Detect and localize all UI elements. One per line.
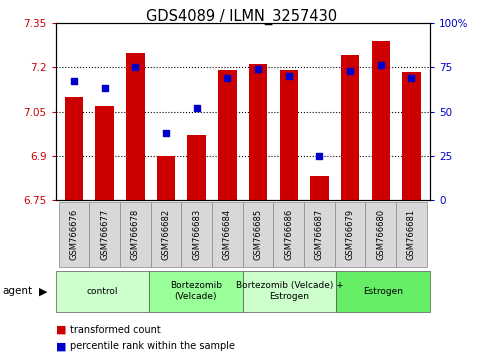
Point — [285, 73, 293, 79]
Text: percentile rank within the sample: percentile rank within the sample — [70, 341, 235, 351]
Bar — [280, 70, 298, 200]
Text: GSM766683: GSM766683 — [192, 209, 201, 260]
Point — [131, 64, 139, 70]
Bar — [126, 52, 144, 200]
Text: ■: ■ — [56, 325, 66, 335]
Text: GSM766677: GSM766677 — [100, 209, 109, 260]
Point — [346, 68, 354, 74]
Text: GSM766685: GSM766685 — [254, 209, 263, 260]
Bar — [371, 41, 390, 200]
Bar — [89, 202, 120, 267]
Bar — [181, 202, 212, 267]
Text: ▶: ▶ — [39, 286, 48, 296]
Text: GSM766686: GSM766686 — [284, 209, 293, 260]
Bar — [96, 105, 114, 200]
Text: agent: agent — [2, 286, 32, 296]
Bar — [58, 202, 89, 267]
Text: GSM766684: GSM766684 — [223, 209, 232, 260]
Text: GSM766679: GSM766679 — [346, 209, 355, 260]
Text: transformed count: transformed count — [70, 325, 161, 335]
Bar — [310, 176, 328, 200]
Bar — [273, 202, 304, 267]
Point — [193, 105, 200, 111]
Bar — [249, 64, 267, 200]
Bar — [65, 97, 83, 200]
Point — [70, 79, 78, 84]
Bar — [120, 202, 151, 267]
Bar — [157, 156, 175, 200]
Bar — [187, 135, 206, 200]
Point — [377, 63, 384, 68]
Text: GSM766681: GSM766681 — [407, 209, 416, 260]
Text: GDS4089 / ILMN_3257430: GDS4089 / ILMN_3257430 — [146, 9, 337, 25]
Bar — [304, 202, 335, 267]
Text: GSM766682: GSM766682 — [161, 209, 170, 260]
Text: control: control — [86, 287, 118, 296]
Bar — [242, 271, 336, 312]
Bar — [151, 202, 181, 267]
Point — [224, 75, 231, 81]
Text: GSM766678: GSM766678 — [131, 209, 140, 260]
Bar — [149, 271, 242, 312]
Bar — [341, 56, 359, 200]
Text: ■: ■ — [56, 341, 66, 351]
Bar — [402, 72, 421, 200]
Text: Estrogen: Estrogen — [363, 287, 403, 296]
Bar — [335, 202, 366, 267]
Point — [408, 75, 415, 81]
Text: Bortezomib
(Velcade): Bortezomib (Velcade) — [170, 281, 222, 301]
Bar — [366, 202, 396, 267]
Text: GSM766680: GSM766680 — [376, 209, 385, 260]
Bar — [336, 271, 430, 312]
Bar — [243, 202, 273, 267]
Bar — [396, 202, 427, 267]
Point — [254, 66, 262, 72]
Point — [315, 153, 323, 159]
Bar — [212, 202, 243, 267]
Point — [101, 86, 109, 91]
Point — [162, 130, 170, 136]
Bar — [218, 70, 237, 200]
Bar — [56, 271, 149, 312]
Text: Bortezomib (Velcade) +
Estrogen: Bortezomib (Velcade) + Estrogen — [236, 281, 343, 301]
Text: GSM766687: GSM766687 — [315, 209, 324, 260]
Text: GSM766676: GSM766676 — [70, 209, 78, 260]
